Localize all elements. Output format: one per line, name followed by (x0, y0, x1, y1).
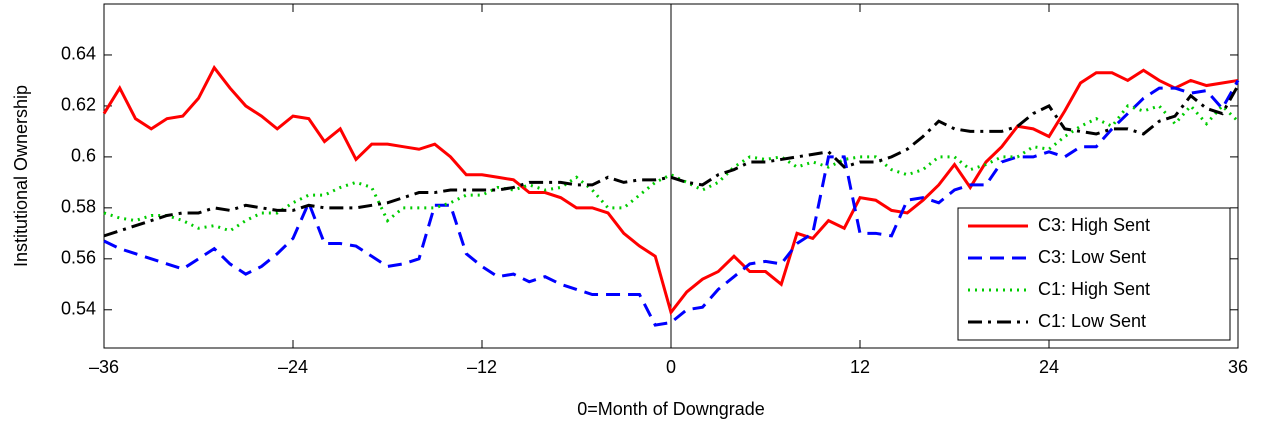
x-tick-label: 0 (666, 357, 676, 377)
legend-label: C1: Low Sent (1038, 311, 1146, 331)
x-tick-label: –12 (467, 357, 497, 377)
series-line (102, 64, 1239, 316)
x-tick-label: –24 (278, 357, 308, 377)
y-tick-label: 0.6 (71, 146, 96, 166)
y-tick-label: 0.54 (61, 299, 96, 319)
x-tick-label: –36 (89, 357, 119, 377)
y-tick-label: 0.56 (61, 248, 96, 268)
legend-label: C1: High Sent (1038, 279, 1150, 299)
series-line (103, 79, 1240, 327)
legend (957, 207, 1231, 341)
y-tick-label: 0.62 (61, 95, 96, 115)
y-axis-label: Institutional Ownership (11, 85, 31, 267)
y-tick-label: 0.58 (61, 197, 96, 217)
x-axis-label: 0=Month of Downgrade (577, 399, 765, 419)
series-line (103, 84, 1240, 238)
x-tick-label: 24 (1039, 357, 1059, 377)
legend-label: C3: High Sent (1038, 215, 1150, 235)
x-tick-label: 12 (850, 357, 870, 377)
legend-label: C3: Low Sent (1038, 247, 1146, 267)
x-tick-label: 36 (1228, 357, 1248, 377)
y-tick-label: 0.64 (61, 44, 96, 64)
